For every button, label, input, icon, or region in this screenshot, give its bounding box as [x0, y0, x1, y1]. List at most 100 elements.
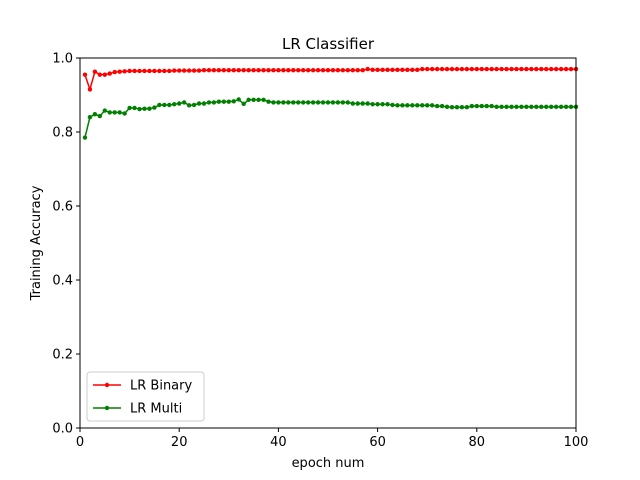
data-point-lr-binary	[315, 68, 321, 73]
data-point-lr-binary	[494, 66, 499, 72]
data-point-lr-binary	[301, 68, 306, 73]
data-point-lr-multi	[286, 100, 291, 105]
data-point-lr-multi	[167, 102, 172, 108]
data-point-lr-binary	[276, 68, 281, 73]
data-point-lr-binary	[92, 69, 98, 74]
data-point-lr-multi	[509, 104, 514, 110]
data-point-lr-multi	[370, 102, 375, 107]
data-point-lr-multi	[469, 103, 475, 109]
data-point-lr-multi	[261, 97, 266, 103]
data-point-lr-multi	[499, 104, 504, 110]
data-point-lr-multi	[320, 100, 326, 105]
data-point-lr-binary	[385, 67, 390, 73]
data-point-lr-multi	[231, 99, 236, 104]
data-point-lr-binary	[172, 68, 177, 73]
data-point-lr-multi	[172, 102, 177, 107]
data-point-lr-binary	[82, 72, 88, 77]
data-point-lr-binary	[479, 66, 484, 72]
data-point-lr-binary	[310, 68, 316, 73]
data-point-lr-multi	[544, 104, 549, 110]
data-point-lr-binary	[325, 68, 331, 73]
data-point-lr-binary	[221, 68, 227, 73]
data-point-lr-binary	[266, 68, 271, 73]
legend-swatch-marker	[104, 405, 110, 411]
data-point-lr-multi	[459, 105, 465, 110]
data-point-lr-binary	[201, 68, 207, 73]
data-point-lr-multi	[201, 101, 207, 106]
data-point-lr-multi	[335, 100, 341, 105]
data-point-lr-multi	[276, 100, 281, 105]
data-point-lr-multi	[434, 103, 440, 109]
y-tick-label: 1.0	[52, 52, 73, 67]
data-point-lr-binary	[335, 68, 341, 73]
data-point-lr-multi	[226, 99, 231, 104]
data-point-lr-binary	[439, 66, 445, 72]
data-point-lr-binary	[544, 66, 549, 72]
data-point-lr-multi	[92, 112, 98, 117]
data-point-lr-multi	[539, 104, 544, 110]
data-point-lr-binary	[489, 66, 494, 72]
x-tick-label: 60	[369, 435, 386, 450]
data-point-lr-binary	[400, 67, 405, 73]
data-point-lr-binary	[191, 68, 197, 73]
data-point-lr-binary	[296, 68, 301, 73]
data-point-lr-multi	[425, 103, 430, 108]
y-tick-label: 0.0	[52, 422, 73, 437]
data-point-lr-binary	[345, 68, 351, 73]
data-point-lr-binary	[434, 66, 440, 72]
data-point-lr-multi	[117, 110, 122, 115]
data-point-lr-multi	[186, 103, 192, 108]
legend-label: LR Multi	[130, 402, 182, 417]
data-point-lr-binary	[107, 71, 112, 76]
data-point-lr-binary	[281, 68, 286, 73]
data-point-lr-multi	[420, 103, 425, 108]
data-point-lr-binary	[251, 68, 256, 73]
data-point-lr-multi	[365, 101, 370, 106]
data-point-lr-binary	[524, 66, 529, 72]
data-point-lr-binary	[286, 68, 291, 73]
data-point-lr-multi	[177, 101, 182, 106]
data-point-lr-binary	[444, 66, 450, 72]
data-point-lr-binary	[454, 66, 460, 72]
data-point-lr-binary	[360, 68, 365, 73]
data-point-lr-binary	[181, 68, 187, 73]
data-point-lr-binary	[459, 66, 465, 72]
data-point-lr-multi	[301, 100, 306, 105]
data-point-lr-multi	[380, 102, 385, 107]
data-point-lr-multi	[325, 100, 331, 105]
data-point-lr-binary	[256, 68, 261, 73]
data-point-lr-binary	[186, 68, 192, 73]
data-point-lr-multi	[395, 103, 400, 108]
data-point-lr-binary	[340, 68, 346, 73]
x-tick-label: 100	[564, 435, 589, 450]
data-point-lr-binary	[132, 68, 137, 74]
data-point-lr-multi	[147, 106, 152, 111]
data-point-lr-binary	[534, 66, 539, 72]
data-point-lr-multi	[474, 103, 479, 109]
data-point-lr-multi	[246, 97, 251, 103]
series-line-lr-multi	[84, 98, 576, 138]
data-point-lr-binary	[305, 68, 311, 73]
data-point-lr-multi	[489, 103, 494, 109]
data-point-lr-binary	[380, 67, 385, 73]
data-point-lr-binary	[196, 68, 202, 73]
data-point-lr-binary	[122, 69, 127, 74]
data-point-lr-multi	[132, 105, 137, 111]
data-point-lr-multi	[355, 101, 360, 106]
data-point-lr-binary	[514, 66, 519, 72]
chart-title: LR Classifier	[282, 35, 375, 53]
data-point-lr-binary	[177, 68, 182, 73]
legend-swatch-marker	[104, 382, 110, 388]
data-point-lr-binary	[539, 66, 544, 72]
data-point-lr-binary	[474, 66, 479, 72]
legend-entry-lr-multi: LR Multi	[93, 402, 182, 417]
data-point-lr-binary	[152, 68, 157, 74]
data-point-lr-binary	[291, 68, 296, 73]
data-point-lr-binary	[271, 68, 276, 73]
data-point-lr-multi	[305, 100, 311, 105]
data-point-lr-multi	[142, 106, 147, 111]
data-point-lr-binary	[425, 66, 430, 72]
data-point-lr-binary	[216, 68, 222, 73]
data-point-lr-binary	[563, 66, 569, 72]
data-point-lr-multi	[549, 104, 554, 110]
